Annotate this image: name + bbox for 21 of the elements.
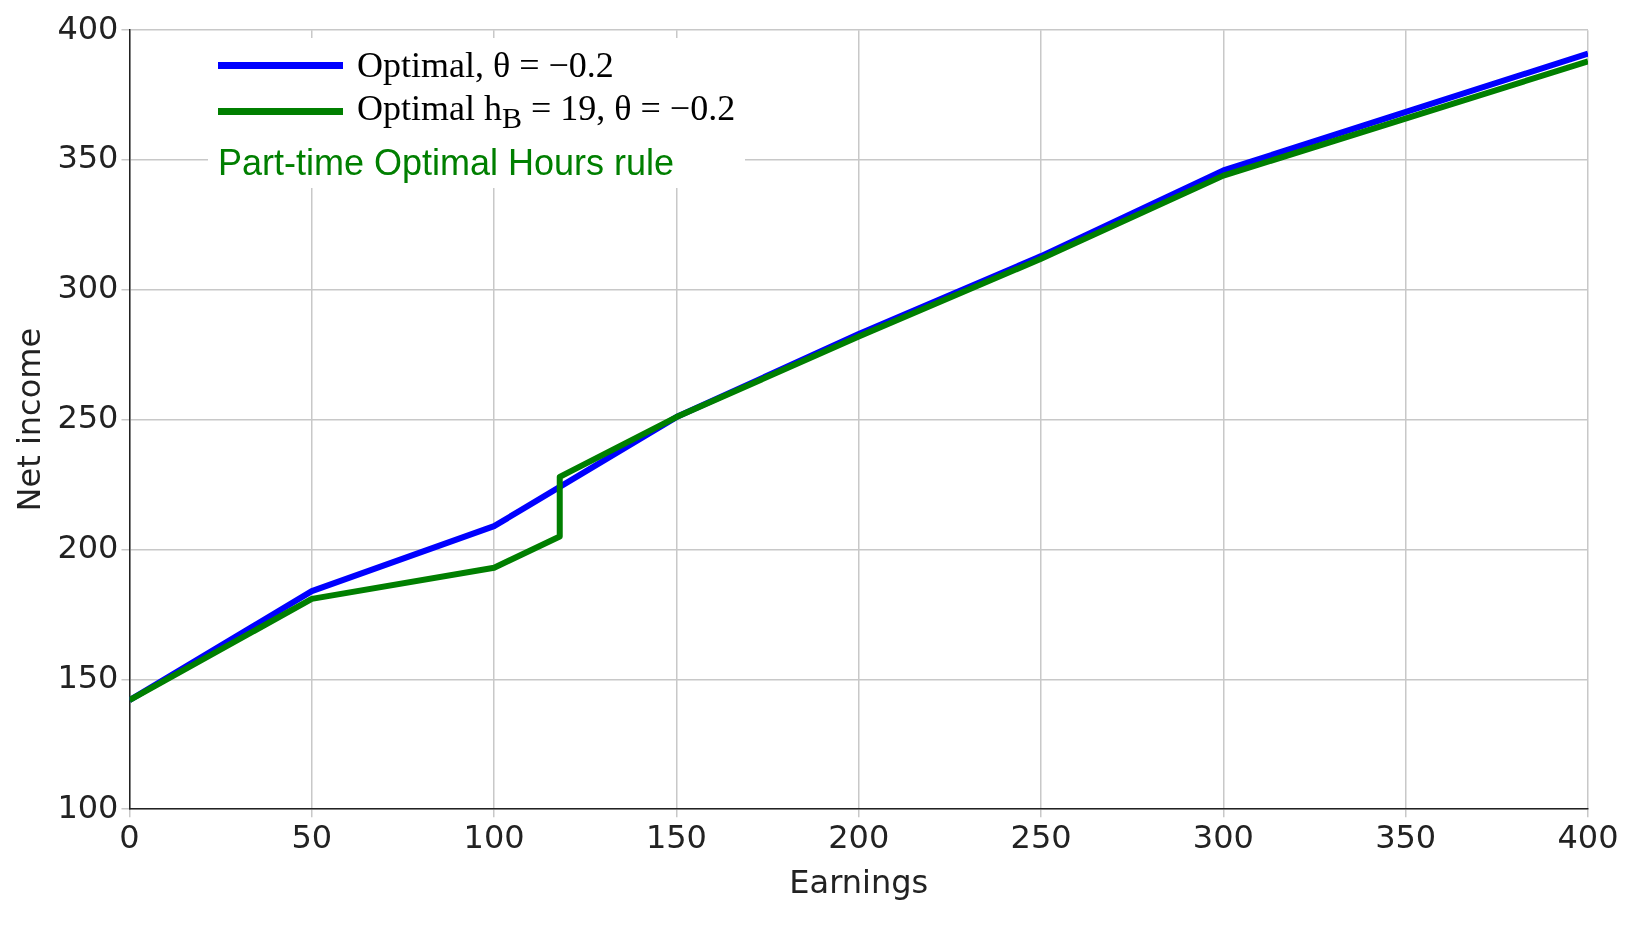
legend-label: Optimal, θ = −0.2 [357,44,614,86]
x-tick-label: 300 [1192,817,1254,856]
x-tick-label: 150 [645,817,707,856]
y-tick-label: 100 [57,787,119,826]
x-tick-label: 250 [1010,817,1072,856]
y-tick-label: 400 [57,8,119,47]
y-tick-label: 150 [57,657,119,696]
x-tick-label: 100 [463,817,525,856]
y-tick-label: 350 [57,138,119,177]
x-axis-title: Earnings [789,863,929,902]
x-tick-label: 400 [1557,817,1619,856]
x-tick-label: 200 [828,817,890,856]
x-tick-label: 350 [1375,817,1437,856]
annotation: Part-time Optimal Hours rule [218,142,676,184]
y-tick-label: 250 [57,398,119,437]
y-axis-title: Net income [9,327,48,512]
y-tick-label: 200 [57,527,119,566]
x-tick-label: 0 [119,817,140,856]
y-tick-label: 300 [57,268,119,307]
x-tick-label: 50 [291,817,333,856]
legend-label: Optimal h$_{B}$ = 19, θ = −0.2 [357,86,736,136]
